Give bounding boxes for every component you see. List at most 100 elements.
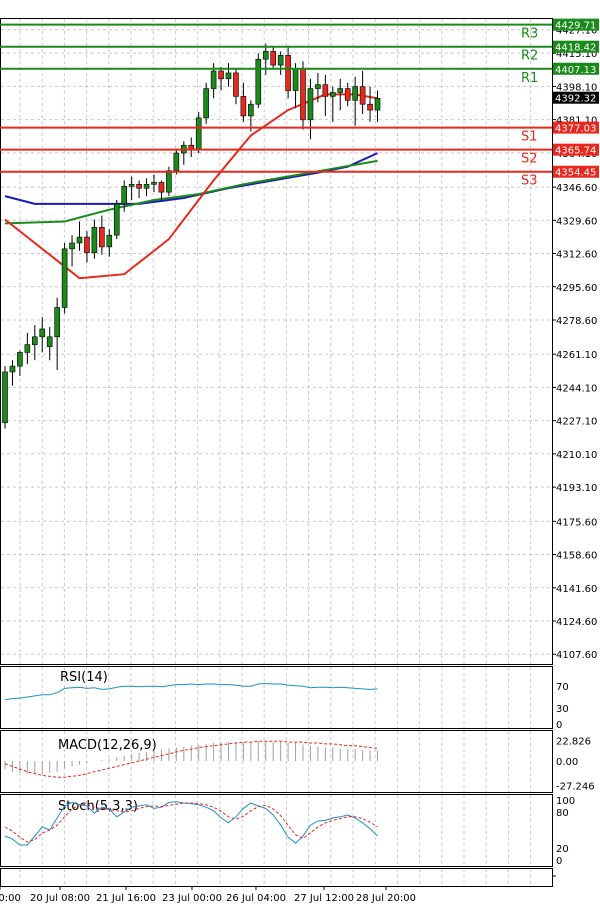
candle-body: [262, 51, 269, 60]
macd-label: MACD(12,26,9): [58, 738, 157, 753]
time-tick-label: 28 Jul 20:00: [356, 893, 416, 904]
main-price-panel: R3 R2 R1 S1 S2 S3: [0, 23, 552, 429]
stoch-tick-label: 100: [556, 796, 575, 807]
level-name-s2: S2: [521, 152, 538, 167]
level-price-tag: [553, 62, 599, 75]
price-tick-label: 4312.60: [556, 250, 597, 261]
level-name-r3: R3: [521, 27, 538, 42]
rsi-line: [4, 682, 378, 701]
candle-body: [225, 72, 232, 80]
current-price-tag: [553, 91, 599, 104]
price-tick-label: 4210.10: [556, 450, 597, 461]
candle-body: [285, 55, 291, 91]
panel-frame: [0, 666, 553, 729]
level-price-label: 4407.13: [555, 65, 596, 76]
time-tick-label: 27 Jul 12:00: [294, 893, 354, 904]
price-tick-label: 4415.10: [556, 49, 597, 60]
price-tick-label: 4427.10: [556, 26, 597, 37]
candle-body: [61, 248, 68, 308]
level-price-label: 4377.03: [555, 124, 596, 135]
candle-body: [233, 72, 239, 97]
candle-body: [195, 117, 202, 150]
candle-body: [203, 88, 209, 119]
level-name-s3: S3: [521, 174, 538, 189]
ma-slow-blue-line: [4, 152, 378, 205]
price-tick-label: 4346.60: [556, 183, 597, 194]
candle-body: [84, 236, 90, 254]
level-price-label: 4418.42: [555, 43, 596, 54]
candle-body: [307, 88, 314, 121]
stoch-label: Stoch(5,3,3): [58, 799, 138, 814]
candle-body: [359, 86, 366, 105]
level-price-tag: [553, 165, 599, 178]
price-tick-label: 4141.60: [556, 584, 597, 595]
level-price-label: 4354.45: [555, 168, 596, 179]
macd-panel: MACD(12,26,9) 22.826 0.00 -27.246: [4, 736, 595, 793]
panel-frame: [0, 730, 553, 793]
stoch-tick-label: 80: [556, 808, 569, 819]
candle-body: [91, 227, 98, 254]
rsi-panel: RSI(14) 70 30 0: [4, 670, 569, 731]
price-tick-label: 4175.60: [556, 517, 597, 528]
candle-body: [210, 70, 217, 89]
level-price-tag: [553, 143, 599, 156]
level-price-tag: [553, 40, 599, 53]
candle-body: [143, 184, 150, 189]
price-tick-label: 4295.60: [556, 283, 597, 294]
time-tick-label: 00:00: [0, 893, 21, 904]
time-tick-label: 26 Jul 04:00: [226, 893, 286, 904]
candle-body: [151, 182, 157, 185]
candle-body: [39, 328, 46, 338]
candle-body: [374, 98, 381, 111]
price-tick-label: 4381.10: [556, 116, 597, 127]
candle-body: [277, 55, 284, 66]
candle-body: [166, 170, 172, 193]
candle-body: [2, 371, 8, 424]
candle-body: [322, 84, 329, 97]
candle-body: [99, 227, 105, 248]
candle-body: [113, 203, 120, 236]
stoch-tick-label: 20: [556, 844, 569, 855]
price-tick-label: 4107.60: [556, 650, 597, 661]
candle-body: [255, 58, 262, 105]
time-tick-label: 20 Jul 08:00: [30, 893, 90, 904]
candle-body: [9, 365, 16, 373]
level-price-label: 4365.74: [555, 146, 596, 157]
candle-body: [173, 152, 180, 171]
candle-body: [248, 103, 254, 117]
stoch-k-line: [4, 801, 378, 846]
candle-body: [218, 70, 224, 80]
macd-tick-label: 22.826: [556, 736, 591, 747]
macd-tick-label: -27.246: [556, 782, 595, 793]
price-tick-label: 4329.60: [556, 216, 597, 227]
price-tick-label: 4244.10: [556, 383, 597, 394]
price-tick-label: 4124.60: [556, 617, 597, 628]
level-name-r1: R1: [521, 71, 538, 86]
time-tick-label: 21 Jul 16:00: [96, 893, 156, 904]
candle-body: [352, 86, 358, 101]
level-name-r2: R2: [521, 49, 538, 64]
candle-body: [121, 185, 127, 205]
rsi-tick-label: 30: [556, 704, 569, 715]
candle-body: [54, 307, 60, 338]
candle-body: [315, 84, 321, 89]
ma-fast-red-line: [4, 93, 378, 280]
candle-body: [300, 68, 306, 121]
candle-body: [31, 336, 38, 345]
current-price-label: 4392.32: [555, 94, 596, 105]
time-axis: 00:00 20 Jul 08:00 21 Jul 16:00 23 Jul 00:0…: [0, 886, 416, 904]
candle-body: [292, 68, 299, 91]
candle-body: [329, 92, 336, 97]
candle-body: [76, 236, 83, 244]
candle-body: [106, 234, 113, 248]
panel-frame: [0, 868, 553, 887]
macd-signal-line: [4, 740, 378, 778]
level-name-s1: S1: [521, 130, 538, 145]
candle-body: [367, 103, 373, 111]
level-price-tag: [553, 121, 599, 134]
level-price-label: 4429.71: [555, 21, 596, 32]
rsi-tick-label: 0: [556, 720, 562, 731]
rsi-tick-label: 70: [556, 682, 569, 693]
price-tick-label: 4193.10: [556, 483, 597, 494]
panel-frame: [0, 18, 553, 665]
